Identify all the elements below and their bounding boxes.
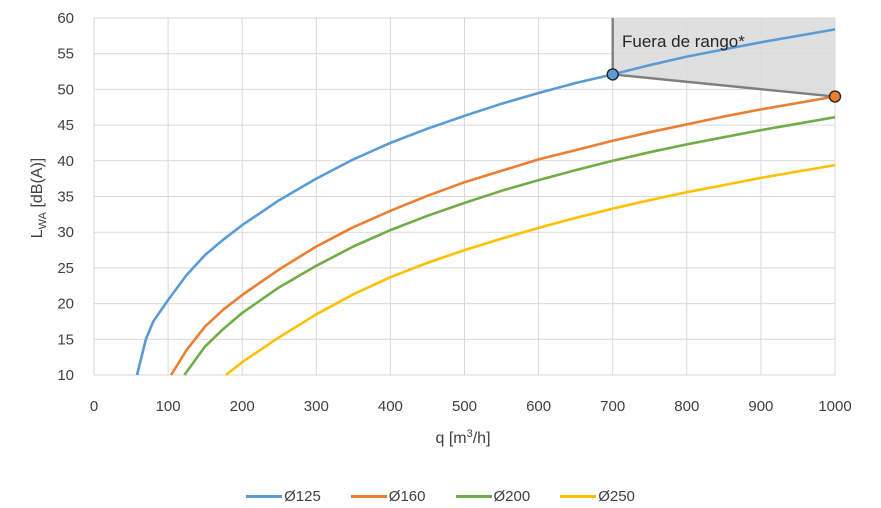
x-tick-label: 400 <box>378 398 403 415</box>
series-line-2 <box>169 95 836 376</box>
out-of-range-area <box>612 18 835 97</box>
legend-swatch <box>246 494 283 498</box>
x-tick-label: 200 <box>230 398 255 415</box>
y-tick-label: 50 <box>57 81 74 98</box>
series-line-1 <box>135 28 836 376</box>
series-line-3 <box>183 115 836 376</box>
range-limit-marker <box>606 68 619 81</box>
legend-item: Ø160 <box>350 487 426 505</box>
legend-item: Ø125 <box>246 488 321 505</box>
y-tick-label: 15 <box>57 331 74 348</box>
y-axis-title-sub: WA <box>37 211 49 229</box>
x-tick-label: 0 <box>90 398 98 415</box>
out-of-range-border-bottom <box>612 73 836 98</box>
x-tick-label: 600 <box>526 398 551 415</box>
x-axis-title: q [m3/h] <box>435 428 490 447</box>
x-tick-label: 700 <box>600 398 625 415</box>
y-tick-label: 60 <box>57 10 74 27</box>
legend-item: Ø200 <box>455 487 531 505</box>
out-of-range-region <box>611 18 835 97</box>
series-lines <box>135 28 836 377</box>
x-tick-label: 800 <box>674 398 699 415</box>
y-axis-title-main: L <box>29 229 46 238</box>
x-tick-label: 1000 <box>818 398 851 415</box>
legend-label: Ø200 <box>493 487 531 505</box>
tick-labels: 0 100 200 300 400 500 600 700 800 900 1000 10 15 20 25… <box>57 10 851 415</box>
range-limit-marker <box>828 90 842 103</box>
y-tick-label: 10 <box>57 367 74 384</box>
x-tick-label: 300 <box>304 398 329 415</box>
x-tick-label: 100 <box>156 398 181 415</box>
legend-item: Ø250 <box>560 488 635 505</box>
legend-swatch <box>560 494 597 498</box>
chart-plot: 0 100 200 300 400 500 600 700 800 900 1000 10 15 20 25… <box>29 10 852 447</box>
x-axis-title-sup: 3 <box>467 428 473 440</box>
legend: Ø125 Ø160 Ø200 Ø250 <box>0 484 881 508</box>
series-markers <box>606 68 842 103</box>
x-axis-title-tail: /h] <box>473 430 491 447</box>
out-of-range-label: Fuera de rango* <box>622 32 745 51</box>
y-tick-label: 40 <box>57 153 74 170</box>
legend-label: Ø250 <box>598 487 635 505</box>
legend-label: Ø125 <box>284 487 321 505</box>
y-tick-label: 30 <box>57 224 74 241</box>
x-tick-label: 500 <box>452 398 477 415</box>
legend-swatch <box>455 494 492 498</box>
y-tick-label: 25 <box>57 260 74 277</box>
y-axis-title: LWA [dB(A)] <box>29 158 49 238</box>
y-tick-label: 35 <box>57 189 74 206</box>
x-tick-label: 900 <box>748 398 773 415</box>
y-tick-label: 45 <box>57 117 74 134</box>
y-tick-label: 20 <box>57 296 74 313</box>
y-tick-label: 55 <box>57 46 74 63</box>
legend-label: Ø160 <box>388 487 426 505</box>
series-line-4 <box>225 163 836 377</box>
x-axis-title-main: q [m <box>435 430 466 447</box>
y-axis-title-tail: [dB(A)] <box>29 158 46 212</box>
legend-swatch <box>350 494 387 498</box>
